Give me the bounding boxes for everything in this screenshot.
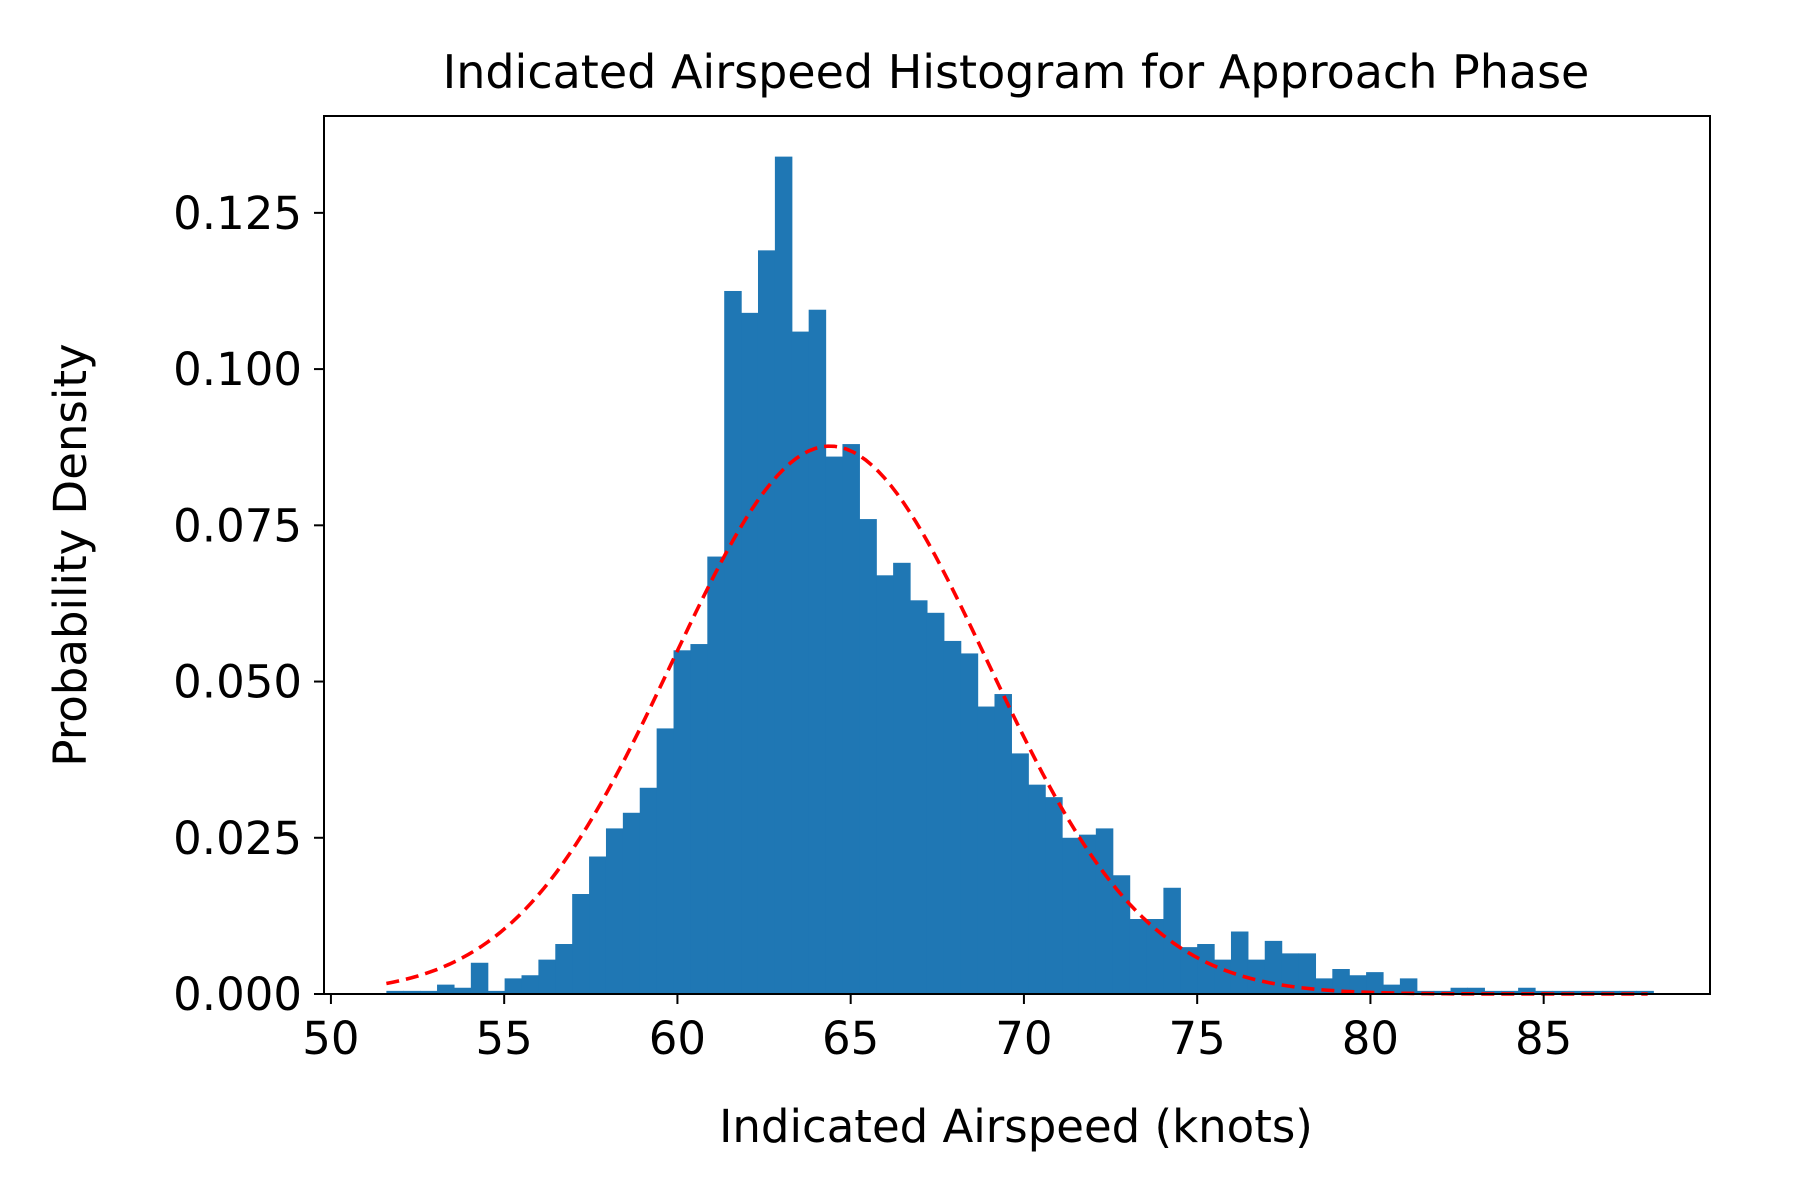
histogram-bar [622,812,641,994]
histogram-bar [926,612,945,994]
histogram-bar [1568,990,1587,994]
histogram-bar [1298,953,1317,994]
histogram-bars [386,156,1654,995]
histogram-bar [386,990,404,994]
histogram-bar [437,984,455,994]
histogram-bar [538,959,556,994]
histogram-bar [453,987,472,994]
x-tick-label: 85 [1515,1012,1572,1065]
plot-area [323,115,1711,996]
histogram-bar [1264,940,1283,994]
histogram-bar [487,990,506,994]
histogram-bar [825,456,844,994]
histogram-bar [1551,990,1570,994]
histogram-bar [1112,875,1131,994]
histogram-bar [1180,947,1198,994]
histogram-bar [842,444,860,995]
x-tick-label: 50 [302,1012,359,1065]
histogram-bar [1011,753,1029,994]
histogram-bar [1467,987,1485,994]
x-tick-label: 65 [822,1012,879,1065]
y-tick-label: 0.125 [173,187,302,240]
histogram-bar [774,156,793,995]
histogram-bar [1230,931,1249,994]
histogram-bar [893,562,911,994]
histogram-bar [707,556,725,994]
histogram-bar [1129,919,1148,994]
plot-frame [323,115,1711,995]
histogram-bar [994,694,1012,994]
histogram-bar [1095,828,1114,994]
histogram-bar [808,309,827,994]
histogram-bar [741,312,759,994]
histogram-bar [1078,834,1097,994]
histogram-bar [791,331,810,994]
y-tick-label: 0.025 [173,812,302,865]
histogram-bar [1450,987,1469,994]
histogram-bar [1518,987,1536,994]
histogram-bar [1028,784,1046,994]
histogram-bar [403,990,421,994]
normal-fit-curve [386,444,1648,996]
x-tick-label: 55 [476,1012,533,1065]
y-tick-label: 0.050 [173,656,302,709]
histogram-bar [910,600,928,994]
histogram-bar [1214,959,1232,994]
histogram-bar [876,575,894,994]
histogram-bar [589,856,607,994]
x-tick-label: 80 [1342,1012,1399,1065]
x-axis: 50 55 60 65 70 75 80 85 [302,994,1572,1065]
x-tick-label: 75 [1169,1012,1226,1065]
histogram-bar [690,644,708,994]
histogram-bar [1062,837,1080,994]
chart-title: Indicated Airspeed Histogram for Approac… [443,45,1590,99]
histogram-bar [1332,969,1350,994]
histogram-bar [420,990,438,994]
histogram-bar [1146,919,1164,994]
histogram-bar [555,944,573,994]
y-tick-label: 0.100 [173,343,302,396]
histogram-bar [572,894,590,994]
histogram-bar [605,828,624,994]
histogram-bar [1382,984,1401,994]
histogram-bar [977,706,996,994]
histogram-bar [724,290,742,994]
histogram-bar [470,962,489,994]
histogram-bar [504,978,523,994]
histogram-bar [960,653,979,994]
y-axis: 0.000 0.025 0.050 0.075 0.100 0.125 [173,187,324,1021]
histogram-bar [521,975,539,994]
histogram-bar [656,728,675,994]
y-tick-label: 0.000 [173,968,302,1021]
histogram-bar [859,519,877,994]
histogram-bar [943,640,962,994]
x-tick-label: 60 [649,1012,706,1065]
histogram-bar [1349,975,1367,994]
y-tick-label: 0.075 [173,499,302,552]
histogram-bar [1045,797,1063,994]
histogram-bar [1197,944,1215,994]
histogram-bar [673,650,692,994]
histogram-bar [1399,978,1418,994]
histogram-bar [1247,959,1266,994]
histogram-bar [1366,972,1384,994]
x-axis-label: Indicated Airspeed (knots) [719,1100,1313,1153]
histogram-bar [639,787,658,994]
histogram-bar [757,250,776,995]
y-axis-label: Probability Density [44,343,97,766]
histogram-bar [1585,990,1604,994]
x-tick-label: 70 [995,1012,1052,1065]
